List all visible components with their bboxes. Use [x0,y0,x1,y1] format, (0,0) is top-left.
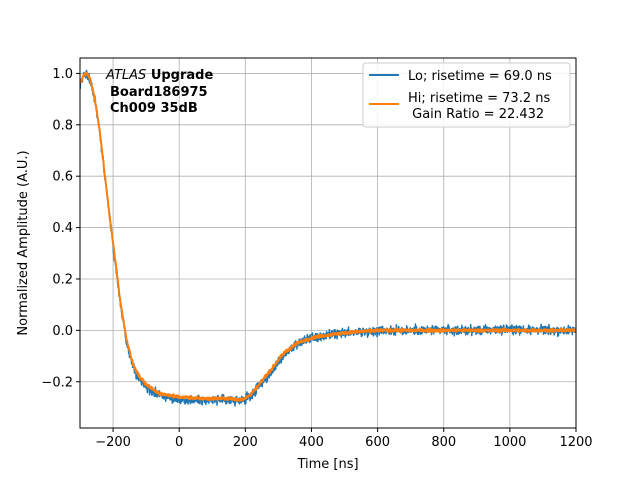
x-tick-label: 800 [431,435,456,450]
legend-box [362,62,571,128]
legend-label-hi: Hi; risetime = 73.2 ns [408,91,550,106]
series-layer [80,69,576,407]
y-tick-label: 0.0 [52,324,73,339]
annotation: ATLAS Upgrade Board186975 Ch009 35dB [105,68,213,116]
annotation-board: Board186975 [110,85,208,100]
x-tick-label: 400 [299,435,324,450]
x-tick-label: 200 [233,435,258,450]
x-tick-label: −200 [95,435,131,450]
x-tick-label: 0 [175,435,183,450]
svg-text:ATLAS Upgrade: ATLAS Upgrade [105,68,213,83]
plot-frame [79,57,577,429]
x-tick-label: 600 [365,435,390,450]
annotation-atlas: ATLAS [105,68,146,83]
annotation-channel: Ch009 35dB [110,101,198,116]
series-line-hi [80,71,576,402]
x-tick-label: 1200 [559,435,592,450]
y-tick-label: 0.4 [52,221,73,236]
y-tick-label: 1.0 [52,67,73,82]
legend-label-hi-gain: Gain Ratio = 22.432 [408,107,544,122]
y-axis-label: Normalized Amplitude (A.U.) [16,150,31,335]
y-tick-label: 0.6 [52,170,73,185]
y-tick-label: 0.8 [52,118,73,133]
legend: Lo; risetime = 69.0 ns Hi; risetime = 73… [362,62,571,128]
y-tick-label: 0.2 [52,272,73,287]
x-axis-label: Time [ns] [296,457,358,472]
x-tick-label: 1000 [493,435,526,450]
annotation-upgrade: Upgrade [151,68,214,83]
y-tick-label: −0.2 [41,375,73,390]
ticks: −200 0 200 400 600 800 1000 1200 −0.2 0.0 0.2 0.4 0.… [41,67,592,450]
legend-label-lo: Lo; risetime = 69.0 ns [408,69,552,84]
